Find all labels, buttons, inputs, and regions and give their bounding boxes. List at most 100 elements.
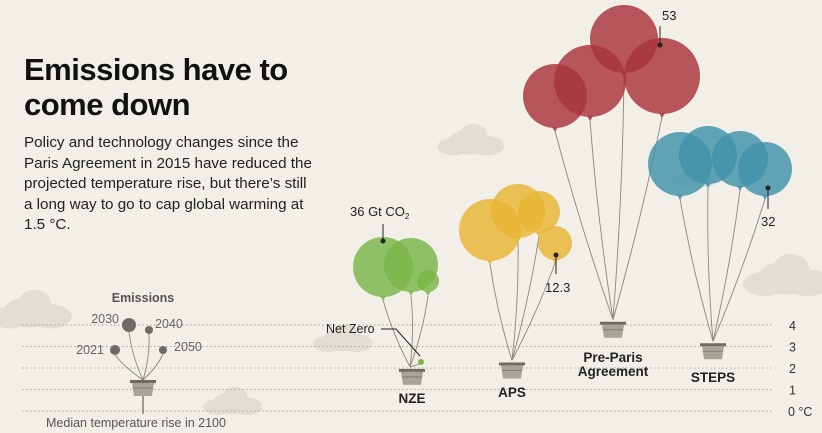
cloud-puff xyxy=(460,124,488,146)
tick-label: 0 °C xyxy=(788,405,812,419)
balloon-knot xyxy=(705,183,711,188)
cloud xyxy=(313,324,373,352)
balloon-string xyxy=(712,198,766,342)
balloon-knot xyxy=(408,291,414,296)
balloon-string xyxy=(554,130,614,320)
basket-rim xyxy=(700,343,726,347)
balloon-knot xyxy=(552,259,558,264)
callout-steps-emissions: 32 xyxy=(761,214,775,229)
axis-label: Median temperature rise in 2100 xyxy=(46,416,226,430)
basket-body xyxy=(132,383,154,396)
balloon-knot xyxy=(552,127,558,132)
cloud xyxy=(437,124,505,156)
scenario-label-prepar-line2: Agreement xyxy=(578,364,649,379)
legend-dot-2050 xyxy=(159,346,167,354)
balloon-string xyxy=(489,263,513,361)
net-zero-label: Net Zero xyxy=(326,322,375,336)
balloon-string xyxy=(142,353,164,381)
balloon-string xyxy=(712,189,741,342)
cloud-puff xyxy=(437,137,470,156)
balloon-aps-2050 xyxy=(538,226,572,260)
basket-rim xyxy=(399,368,425,372)
emissions-legend: Emissions 2021 2030 2040 2050 Median temperat… xyxy=(46,291,226,430)
basket xyxy=(600,321,626,338)
cloud-puff xyxy=(17,290,51,317)
balloon-string xyxy=(679,198,714,342)
legend-title: Emissions xyxy=(112,291,175,305)
balloon-string xyxy=(128,331,144,381)
basket-body xyxy=(702,346,724,360)
balloon-knot xyxy=(425,291,431,296)
basket-rim xyxy=(130,380,156,383)
balloon-knot xyxy=(762,195,768,200)
cloud xyxy=(0,290,72,329)
balloon-knot xyxy=(536,232,542,237)
balloon-string xyxy=(612,116,663,320)
balloon-string xyxy=(511,240,519,361)
callout-prepar-emissions: 53 xyxy=(662,8,676,23)
balloon-string xyxy=(142,333,150,381)
legend-dot-2040 xyxy=(145,326,153,334)
cloud xyxy=(742,254,822,296)
balloon-string xyxy=(612,75,625,320)
scenario-labels: 36 Gt CO2 Net Zero NZE 12.3 APS 53 Pre-ParisAg… xyxy=(326,8,775,406)
balloon-steps-2050 xyxy=(738,142,792,196)
balloon-string xyxy=(114,354,144,381)
balloon-string xyxy=(589,119,614,320)
cloud-puff xyxy=(223,387,248,407)
tick-label: 4 xyxy=(789,319,796,333)
balloon-string xyxy=(707,186,714,342)
basket-rim xyxy=(499,362,525,366)
balloon-knot xyxy=(487,260,493,265)
balloon-knot xyxy=(737,186,743,191)
balloon-knot xyxy=(677,195,683,200)
balloons xyxy=(353,5,792,365)
cloud-puff xyxy=(313,336,342,352)
basket xyxy=(130,380,156,396)
balloon-string xyxy=(382,299,411,368)
tick-label: 3 xyxy=(789,341,796,355)
callout-nze-emissions: 36 Gt CO2 xyxy=(350,204,410,221)
balloon-nze-2050-small xyxy=(418,359,424,365)
net-zero-pointer xyxy=(381,328,421,357)
balloon-prepar-2050 xyxy=(624,38,700,114)
basket-body xyxy=(602,324,624,338)
basket-body xyxy=(401,371,423,385)
basket xyxy=(700,343,726,360)
callout-aps-emissions: 12.3 xyxy=(545,280,570,295)
legend-dot-2030 xyxy=(122,318,136,332)
temperature-grid: 0 °C 1 2 3 4 xyxy=(22,319,812,419)
balloon-knot xyxy=(587,116,593,121)
cloud-puff xyxy=(742,272,786,296)
legend-year-2030: 2030 xyxy=(91,312,119,326)
balloon-aps-2040b xyxy=(518,191,560,233)
tick-label: 1 xyxy=(789,384,796,398)
balloon-string xyxy=(511,262,556,361)
scenario-label-prepar-line1: Pre-Paris xyxy=(583,350,642,365)
page-subtitle: Policy and technology changes since the … xyxy=(24,134,312,233)
cloud xyxy=(203,387,263,415)
balloon-knot xyxy=(515,237,521,242)
basket-rim xyxy=(600,321,626,325)
cloud-puff xyxy=(333,324,358,344)
page-title: Emissions have to come down xyxy=(24,52,288,122)
baskets xyxy=(399,321,726,385)
scenario-label-nze: NZE xyxy=(399,391,426,406)
basket xyxy=(499,362,525,379)
legend-year-2050: 2050 xyxy=(174,340,202,354)
balloon-string xyxy=(409,295,429,368)
legend-dot-2021 xyxy=(110,345,120,355)
basket-body xyxy=(501,365,523,379)
balloon-nze-2050 xyxy=(417,270,439,292)
tick-label: 2 xyxy=(789,362,796,376)
balloon-strings xyxy=(114,75,766,381)
scenario-label-steps: STEPS xyxy=(691,370,735,385)
cloud-puff xyxy=(772,254,809,283)
balloon-knot xyxy=(659,113,665,118)
legend-year-2040: 2040 xyxy=(155,317,183,331)
legend-year-2021: 2021 xyxy=(76,343,104,357)
balloon-knot xyxy=(380,296,386,301)
balloon-string xyxy=(511,235,540,361)
scenario-label-aps: APS xyxy=(498,385,526,400)
